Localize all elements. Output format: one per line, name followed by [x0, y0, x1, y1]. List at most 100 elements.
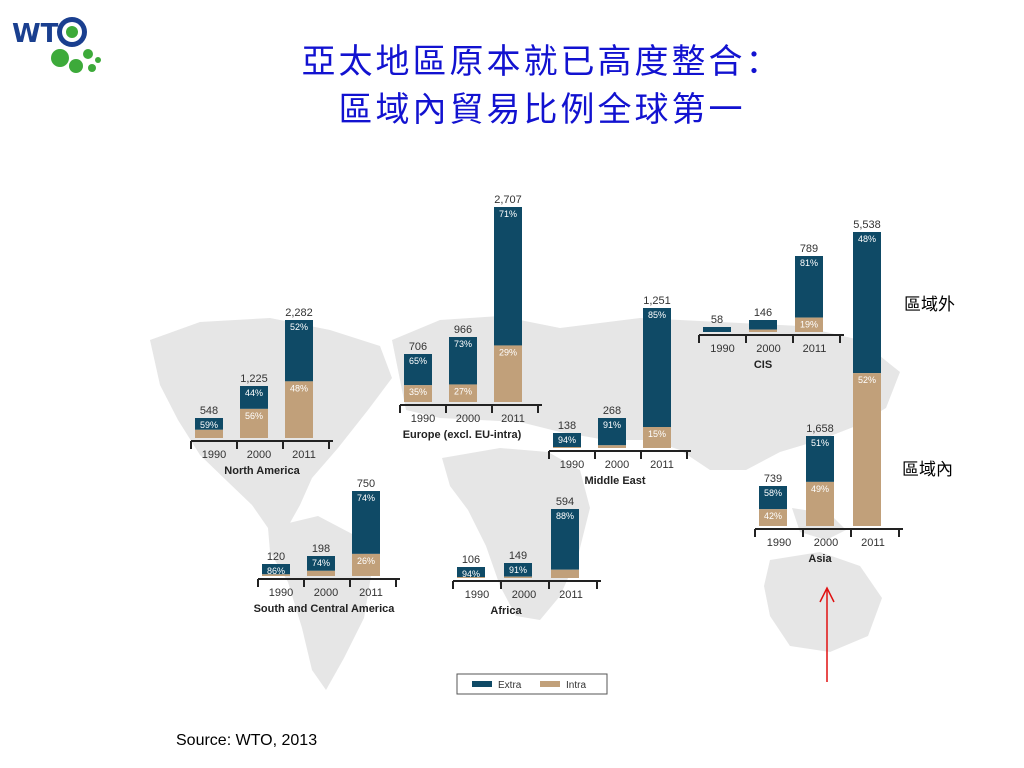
- year-tick-label: 2011: [803, 343, 827, 355]
- extra-pct-label: 73%: [454, 339, 472, 349]
- bar-extra: [449, 337, 477, 385]
- total-value-label: 739: [764, 473, 782, 485]
- intra-pct-label: 27%: [454, 386, 472, 396]
- bar-extra: [749, 320, 777, 330]
- bar-intra: [853, 373, 881, 526]
- total-value-label: 594: [556, 496, 574, 508]
- region-name-label: Asia: [808, 553, 832, 565]
- bar-extra: [240, 386, 268, 409]
- total-value-label: 1,658: [806, 423, 834, 435]
- svg-text:WT: WT: [12, 19, 59, 49]
- year-tick-label: 2000: [605, 459, 629, 471]
- bar-intra: [195, 429, 223, 438]
- total-value-label: 2,282: [285, 307, 313, 319]
- total-value-label: 106: [462, 554, 480, 566]
- total-value-label: 789: [800, 243, 818, 255]
- year-tick-label: 1990: [465, 589, 489, 601]
- total-value-label: 706: [409, 341, 427, 353]
- year-tick-label: 2011: [359, 587, 383, 599]
- total-value-label: 5,538: [853, 219, 881, 231]
- total-value-label: 146: [754, 307, 772, 319]
- bar-extra: [352, 491, 380, 554]
- title-line-2: 區域內貿易比例全球第一: [338, 90, 746, 130]
- extra-pct-label: 71%: [499, 209, 517, 219]
- extra-pct-label: 85%: [648, 310, 666, 320]
- bar-intra: [759, 509, 787, 526]
- year-tick-label: 2000: [756, 343, 780, 355]
- total-value-label: 198: [312, 543, 330, 555]
- total-value-label: 120: [267, 551, 285, 563]
- trade-bars-layer: 59% 548 1990 44% 56% 1,225 2000 52% 48% 2,282 2011…: [190, 194, 903, 617]
- intra-pct-label: 42%: [764, 511, 782, 521]
- extra-pct-label: 44%: [245, 388, 263, 398]
- bar-intra: [285, 381, 313, 438]
- bar-extra: [504, 563, 532, 577]
- bar-intra: [551, 569, 579, 578]
- bar-extra: [759, 486, 787, 510]
- year-tick-label: 2011: [650, 459, 674, 471]
- year-tick-label: 2000: [512, 589, 536, 601]
- region-asia: 58% 42% 739 1990 51% 49% 1,658 2000 48% 52% 5,538 2…: [754, 219, 903, 565]
- intra-pct-label: 29%: [499, 347, 517, 357]
- year-tick-label: 2000: [456, 413, 480, 425]
- year-tick-label: 2000: [814, 537, 838, 549]
- bar-intra: [806, 481, 834, 526]
- region-name-label: Africa: [490, 605, 522, 617]
- legend-label-extra: Extra: [498, 680, 522, 691]
- region-name-label: Middle East: [584, 475, 645, 487]
- year-tick-label: 2000: [247, 449, 271, 461]
- bar-extra: [262, 564, 290, 575]
- intra-pct-label: 15%: [648, 429, 666, 439]
- region-south-and-central-america: 86% 120 1990 74% 198 2000 74% 26% 750 2011 South a…: [254, 478, 400, 615]
- bar-extra: [553, 433, 581, 447]
- region-name-label: South and Central America: [254, 603, 396, 615]
- bar-intra: [262, 574, 290, 576]
- bar-extra: [806, 436, 834, 482]
- bar-extra: [598, 418, 626, 446]
- bar-extra: [551, 509, 579, 570]
- bar-intra: [598, 445, 626, 448]
- extra-pct-label: 74%: [357, 493, 375, 503]
- region-name-label: CIS: [754, 359, 772, 371]
- intra-pct-label: 19%: [800, 320, 818, 330]
- extra-pct-label: 91%: [509, 565, 527, 575]
- bar-extra: [404, 354, 432, 386]
- extra-region-label: 區域外: [904, 295, 955, 315]
- extra-pct-label: 51%: [811, 438, 829, 448]
- year-tick-label: 2011: [501, 413, 525, 425]
- extra-pct-label: 94%: [462, 569, 480, 579]
- wto-logo-icon: WT: [12, 17, 101, 73]
- region-cis: 58 1990 146 2000 81% 19% 789 2011 CIS: [698, 243, 844, 371]
- bar-intra: [553, 447, 581, 448]
- extra-pct-label: 74%: [312, 558, 330, 568]
- region-europe-excl-eu-intra-: 65% 35% 706 1990 73% 27% 966 2000 71% 29% 2,707 201…: [399, 194, 542, 441]
- extra-pct-label: 52%: [290, 322, 308, 332]
- bar-intra: [307, 570, 335, 576]
- intra-pct-label: 48%: [290, 383, 308, 393]
- bar-extra: [195, 418, 223, 430]
- bar-extra: [307, 556, 335, 571]
- intra-pct-label: 52%: [858, 375, 876, 385]
- year-tick-label: 2000: [314, 587, 338, 599]
- bar-intra: [494, 345, 522, 402]
- bar-intra: [404, 385, 432, 402]
- asia-pointer-arrow: [819, 586, 835, 682]
- bar-intra: [457, 577, 485, 578]
- total-value-label: 548: [200, 405, 218, 417]
- total-value-label: 1,225: [240, 373, 268, 385]
- legend-swatch-extra: [472, 681, 492, 687]
- year-tick-label: 1990: [202, 449, 226, 461]
- total-value-label: 750: [357, 478, 375, 490]
- extra-pct-label: 94%: [558, 435, 576, 445]
- bar-extra: [457, 567, 485, 577]
- total-value-label: 1,251: [643, 295, 671, 307]
- year-tick-label: 1990: [767, 537, 791, 549]
- intra-pct-label: 49%: [811, 484, 829, 494]
- year-tick-label: 1990: [710, 343, 734, 355]
- year-tick-label: 1990: [269, 587, 293, 599]
- region-name-label: North America: [224, 465, 300, 477]
- bar-extra: [795, 256, 823, 318]
- extra-pct-label: 88%: [556, 511, 574, 521]
- bar-intra: [449, 384, 477, 402]
